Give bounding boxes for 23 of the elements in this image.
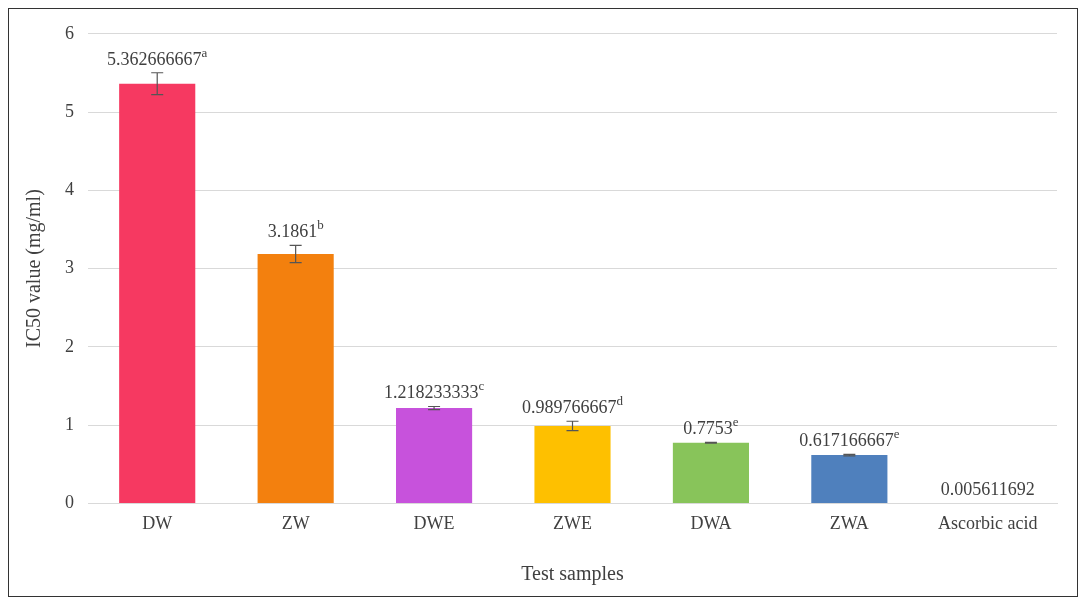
- x-tick-label: DW: [142, 512, 173, 533]
- bar: [257, 254, 334, 503]
- y-axis-title: IC50 value (mg/ml): [22, 189, 46, 349]
- x-tick-label: DWE: [413, 512, 455, 533]
- y-tick-label: 0: [65, 492, 74, 513]
- bar: [119, 83, 196, 503]
- x-tick-label: ZWE: [553, 512, 592, 533]
- x-tick-label: ZW: [281, 512, 310, 533]
- x-tick-label: DWA: [690, 512, 732, 533]
- data-label: 0.005611692: [940, 478, 1035, 499]
- x-tick-label: ZWA: [829, 512, 869, 533]
- y-tick-label: 2: [65, 335, 74, 356]
- bar: [534, 425, 611, 503]
- y-tick-label: 5: [65, 100, 74, 121]
- y-tick-label: 4: [65, 179, 74, 200]
- bar: [396, 408, 473, 503]
- bar: [811, 455, 888, 503]
- bar: [672, 442, 749, 503]
- x-tick-label: Ascorbic acid: [938, 512, 1038, 533]
- y-tick-label: 6: [65, 22, 74, 43]
- y-tick-label: 3: [65, 257, 74, 278]
- x-axis-title: Test samples: [521, 562, 624, 586]
- y-tick-label: 1: [65, 413, 74, 434]
